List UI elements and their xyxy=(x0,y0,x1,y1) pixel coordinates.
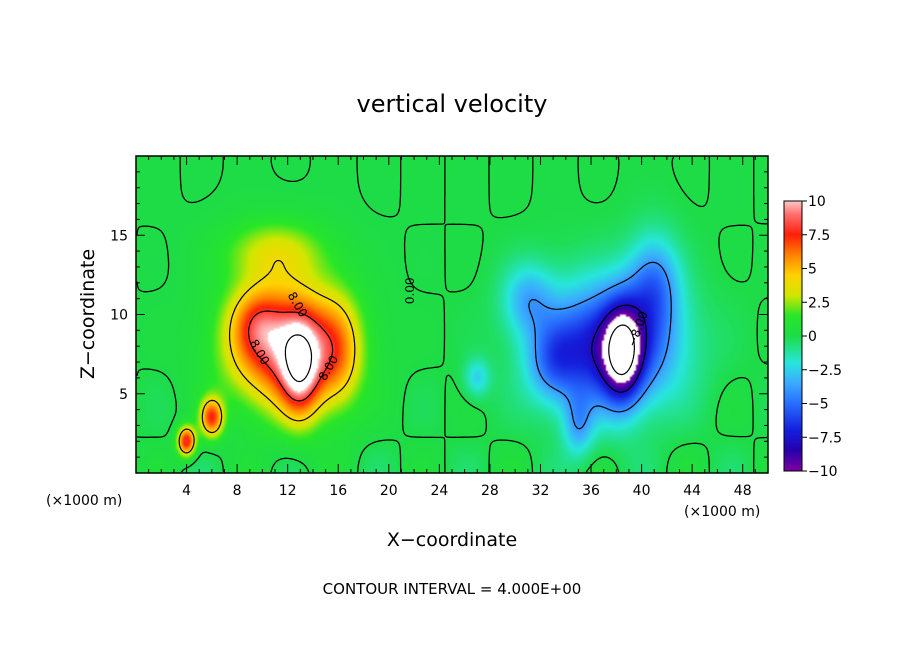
y-tick-label: 10 xyxy=(110,308,128,324)
plot-area: 8.008.008.00 0.00−8.00 4 8 12 16 20 24 28 32 36 40… xyxy=(110,155,769,499)
colorbar-tick-label: −5 xyxy=(808,397,829,413)
y-axis-ticks: 5 10 15 xyxy=(110,171,768,458)
chart-title: vertical velocity xyxy=(357,90,548,118)
y-tick-label: 5 xyxy=(119,387,128,403)
contour-line xyxy=(178,259,356,454)
colorbar-tick-label: −2.5 xyxy=(808,363,842,379)
x-tick-label: 40 xyxy=(633,483,651,499)
colorbar-tick-label: 2.5 xyxy=(808,295,830,311)
colorbar-gradient xyxy=(784,201,802,471)
colorbar-tick-label: 10 xyxy=(808,194,826,210)
colorbar-tick-label: 0 xyxy=(808,329,817,345)
contour-line xyxy=(284,334,313,383)
colorbar-tick-label: −7.5 xyxy=(808,430,842,446)
contour-line xyxy=(608,324,635,376)
contour-label: 0.00 xyxy=(403,277,417,304)
colorbar: 10 7.5 5 2.5 0 −2.5 −5 −7.5 −10 xyxy=(783,194,842,480)
x-tick-label: 4 xyxy=(182,483,191,499)
x-tick-label: 44 xyxy=(683,483,701,499)
x-tick-label: 32 xyxy=(532,483,550,499)
x-tick-label: 28 xyxy=(481,483,499,499)
x-tick-label: 16 xyxy=(329,483,347,499)
x-tick-label: 8 xyxy=(233,483,242,499)
contour-line xyxy=(528,261,672,430)
x-tick-label: 24 xyxy=(430,483,448,499)
x-tick-label: 36 xyxy=(582,483,600,499)
contour-line xyxy=(591,304,648,393)
contour-line xyxy=(136,156,768,473)
x-axis-label: X−coordinate xyxy=(387,529,517,551)
colorbar-ticks: 10 7.5 5 2.5 0 −2.5 −5 −7.5 −10 xyxy=(802,194,842,480)
x-unit-label: (×1000 m) xyxy=(684,504,760,520)
contour-line xyxy=(248,310,334,402)
y-unit-label: (×1000 m) xyxy=(46,493,122,509)
x-tick-label: 20 xyxy=(380,483,398,499)
colorbar-tick-label: 7.5 xyxy=(808,228,830,244)
x-axis-ticks: 4 8 12 16 20 24 28 32 36 40 44 48 xyxy=(148,156,756,499)
x-tick-label: 12 xyxy=(279,483,297,499)
colorbar-tick-label: −10 xyxy=(808,464,838,480)
y-axis-label: Z−coordinate xyxy=(77,249,99,379)
velocity-field xyxy=(136,156,768,473)
x-tick-label: 48 xyxy=(734,483,752,499)
colorbar-tick-label: 5 xyxy=(808,262,817,278)
contour-interval-note: CONTOUR INTERVAL = 4.000E+00 xyxy=(323,580,582,598)
y-tick-label: 15 xyxy=(110,228,128,244)
